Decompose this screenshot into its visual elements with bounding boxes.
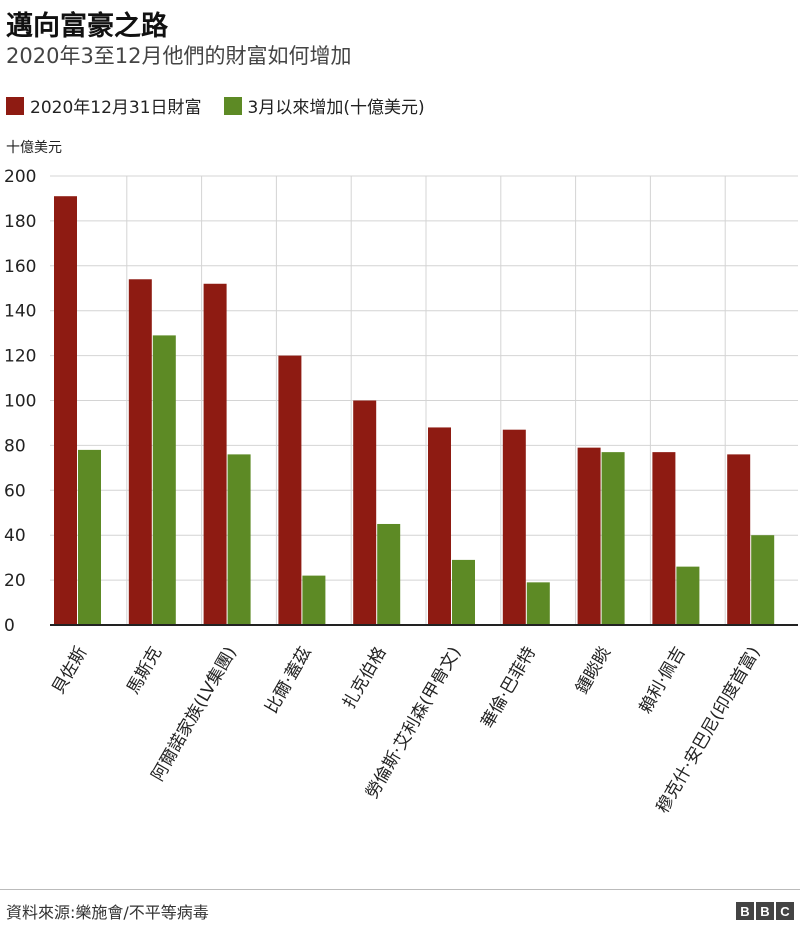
- y-tick-label: 0: [4, 616, 15, 636]
- bar-increase: [152, 335, 176, 625]
- bar-wealth: [502, 429, 526, 625]
- bar-wealth: [652, 452, 676, 625]
- bar-wealth: [428, 427, 451, 625]
- legend-label-increase: 3月以來增加(十億美元): [247, 98, 425, 118]
- legend-swatch-increase: [223, 96, 242, 115]
- bar-wealth: [128, 279, 152, 625]
- bar-wealth: [278, 355, 302, 625]
- y-tick-label: 160: [4, 257, 36, 277]
- bar-increase: [751, 535, 775, 625]
- y-tick-label: 180: [4, 212, 36, 232]
- bar-wealth: [54, 196, 77, 625]
- x-tick-label: 華倫·巴菲特: [478, 644, 541, 732]
- bar-increase: [302, 575, 326, 625]
- bar-wealth: [577, 447, 601, 625]
- legend-item-increase: 3月以來增加(十億美元): [223, 93, 425, 118]
- legend: 2020年12月31日財富 3月以來增加(十億美元): [6, 93, 447, 118]
- bar-wealth: [353, 400, 377, 625]
- bar-increase: [601, 452, 625, 625]
- y-tick-label: 140: [4, 302, 36, 322]
- y-tick-label: 40: [4, 526, 26, 546]
- footer-divider: [0, 889, 800, 890]
- y-tick-label: 60: [4, 481, 26, 501]
- bar-increase: [526, 582, 550, 625]
- legend-label-wealth: 2020年12月31日財富: [30, 98, 202, 118]
- chart-title: 邁向富豪之路: [6, 11, 168, 42]
- bbc-logo: B B C: [734, 902, 794, 920]
- y-tick-label: 120: [4, 347, 36, 367]
- legend-swatch-wealth: [6, 96, 24, 115]
- x-tick-label: 比爾·蓋茲: [262, 644, 316, 718]
- y-tick-label: 80: [4, 436, 26, 456]
- x-tick-label: 貝佐斯: [49, 644, 92, 698]
- source-note: 資料來源:樂施會/不平等病毒: [6, 903, 209, 922]
- x-tick-label: 扎克伯格: [339, 644, 390, 713]
- bar-increase: [377, 523, 401, 625]
- bar-wealth: [203, 283, 227, 625]
- bar-wealth: [727, 454, 751, 625]
- bar-increase: [78, 449, 101, 625]
- legend-item-wealth: 2020年12月31日財富: [6, 93, 202, 118]
- bar-increase: [676, 566, 700, 625]
- bar-increase: [452, 559, 475, 625]
- y-tick-label: 100: [4, 392, 36, 412]
- x-tick-label: 賴利·佩吉: [636, 644, 690, 718]
- y-axis-unit-label: 十億美元: [6, 140, 62, 156]
- bbc-logo-letter-1: B: [736, 902, 754, 920]
- y-tick-label: 20: [4, 571, 26, 591]
- bar-increase: [227, 454, 251, 625]
- x-tick-label: 鍾睒睒: [572, 644, 615, 698]
- bbc-logo-letter-2: B: [756, 902, 774, 920]
- bar-chart: 0 20 40 60 80 100 120 140 160 180 200 貝佐斯 馬斯克阿爾諾家族(L…: [4, 167, 798, 817]
- x-tick-label: 馬斯克: [123, 644, 166, 698]
- chart-subtitle: 2020年3至12月他們的財富如何增加: [6, 44, 352, 68]
- bbc-logo-letter-3: C: [776, 902, 794, 920]
- x-tick-label: 阿爾諾家族(LV集團): [148, 644, 241, 785]
- y-tick-label: 200: [4, 167, 36, 187]
